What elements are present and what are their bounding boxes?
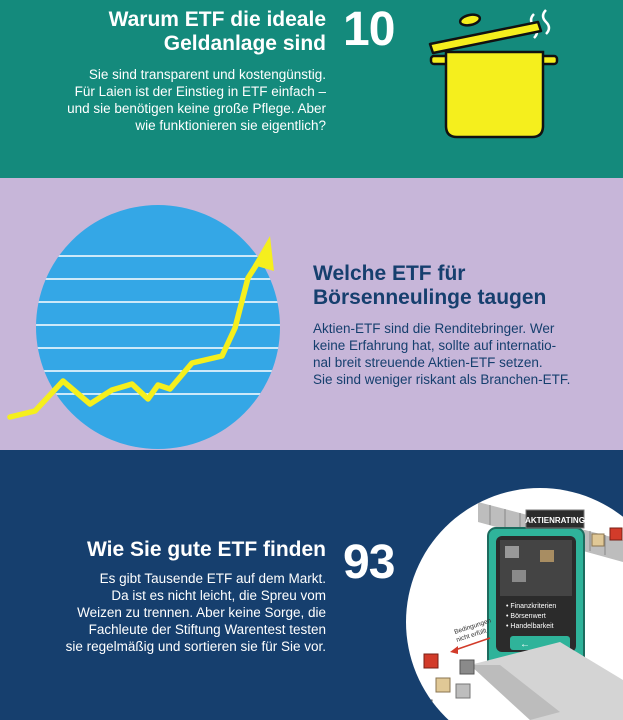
section-3-text-line: Da ist es nicht leicht, die Spreu vom [111, 588, 326, 603]
section-1-text-line: Sie sind transparent und kostengünstig. [88, 67, 326, 82]
section-3-title: Wie Sie gute ETF finden [87, 538, 326, 562]
pot-body [444, 50, 545, 139]
conveyor-belt-bottom [470, 642, 623, 720]
section-3-number: 93 [343, 536, 395, 589]
aktienrating-sign-label: AKTIENRATING [525, 516, 585, 525]
section-2-title-line-1: Welche ETF für [313, 262, 466, 285]
section-find-good-etf: Wie Sie gute ETF finden 93 Es gibt Tause… [0, 450, 623, 720]
rising-chart-icon [7, 205, 280, 449]
section-why-etf: Warum ETF die ideale Geldanlage sind 10 … [0, 0, 623, 178]
etf-rating-machine-illustration: AKTIENRATING • Finanzkriterien • Börsenw… [406, 488, 623, 720]
globe-circle [36, 205, 280, 449]
section-2-text-line: keine Erfahrung hat, sollte auf internat… [313, 338, 557, 353]
section-2-title-line-2: Börsenneulinge taugen [313, 286, 547, 309]
rising-line [7, 253, 265, 420]
screen-item: • Finanzkriterien [506, 603, 556, 610]
section-1-title-line-1: Warum ETF die ideale [108, 8, 326, 31]
section-1-number: 10 [343, 3, 395, 56]
section-3-text-line: sie regelmäßig und sortieren sie für Sie… [65, 639, 326, 654]
steam-icon [541, 9, 551, 35]
cube-icon [591, 527, 623, 547]
screen-item: • Handelbarkeit [506, 623, 554, 630]
section-1-text-line: und sie benötigen keine große Pflege. Ab… [67, 101, 326, 116]
section-1-text-line: Für Laien ist der Einstieg in ETF einfac… [74, 84, 326, 99]
section-3-text: Es gibt Tausende ETF auf dem Markt. Da i… [66, 570, 326, 655]
section-1-title-line-2: Geldanlage sind [163, 32, 326, 55]
section-2-text-line: Aktien-ETF sind die Renditebringer. Wer [313, 321, 555, 336]
cooking-pot-icon [428, 9, 559, 139]
section-1-text-line: wie funktionieren sie eigentlich? [135, 118, 326, 133]
section-2-text-line: Sie sind weniger riskant als Branchen-ET… [313, 372, 571, 387]
pot-lid [428, 20, 543, 55]
section-1-text: Sie sind transparent und kostengünstig. … [67, 66, 326, 134]
section-3-title-line-1: Wie Sie gute ETF finden [87, 538, 326, 561]
section-2-text: Aktien-ETF sind die Renditebringer. Wer … [313, 320, 570, 388]
arrow-head-icon [253, 236, 274, 271]
section-3-text-line: Weizen zu trennen. Aber keine Sorge, die [77, 605, 326, 620]
section-3-text-line: Es gibt Tausende ETF auf dem Markt. [99, 571, 326, 586]
section-3-text-line: Fachleute der Stiftung Warentest testen [88, 622, 326, 637]
section-2-title: Welche ETF für Börsenneulinge taugen [313, 262, 546, 310]
aktienrating-sign [525, 509, 585, 529]
lid-knob [458, 13, 482, 27]
section-1-title: Warum ETF die ideale Geldanlage sind [109, 8, 326, 56]
section-2-text-line: nal breit streuende Aktien-ETF setzen. [313, 355, 543, 370]
left-arrow-icon: ← [520, 639, 530, 650]
rejection-arrow-icon [454, 637, 491, 651]
section-etf-for-beginners: Welche ETF für Börsenneulinge taugen Akt… [0, 178, 623, 450]
screen-item: • Börsenwert [506, 613, 546, 620]
